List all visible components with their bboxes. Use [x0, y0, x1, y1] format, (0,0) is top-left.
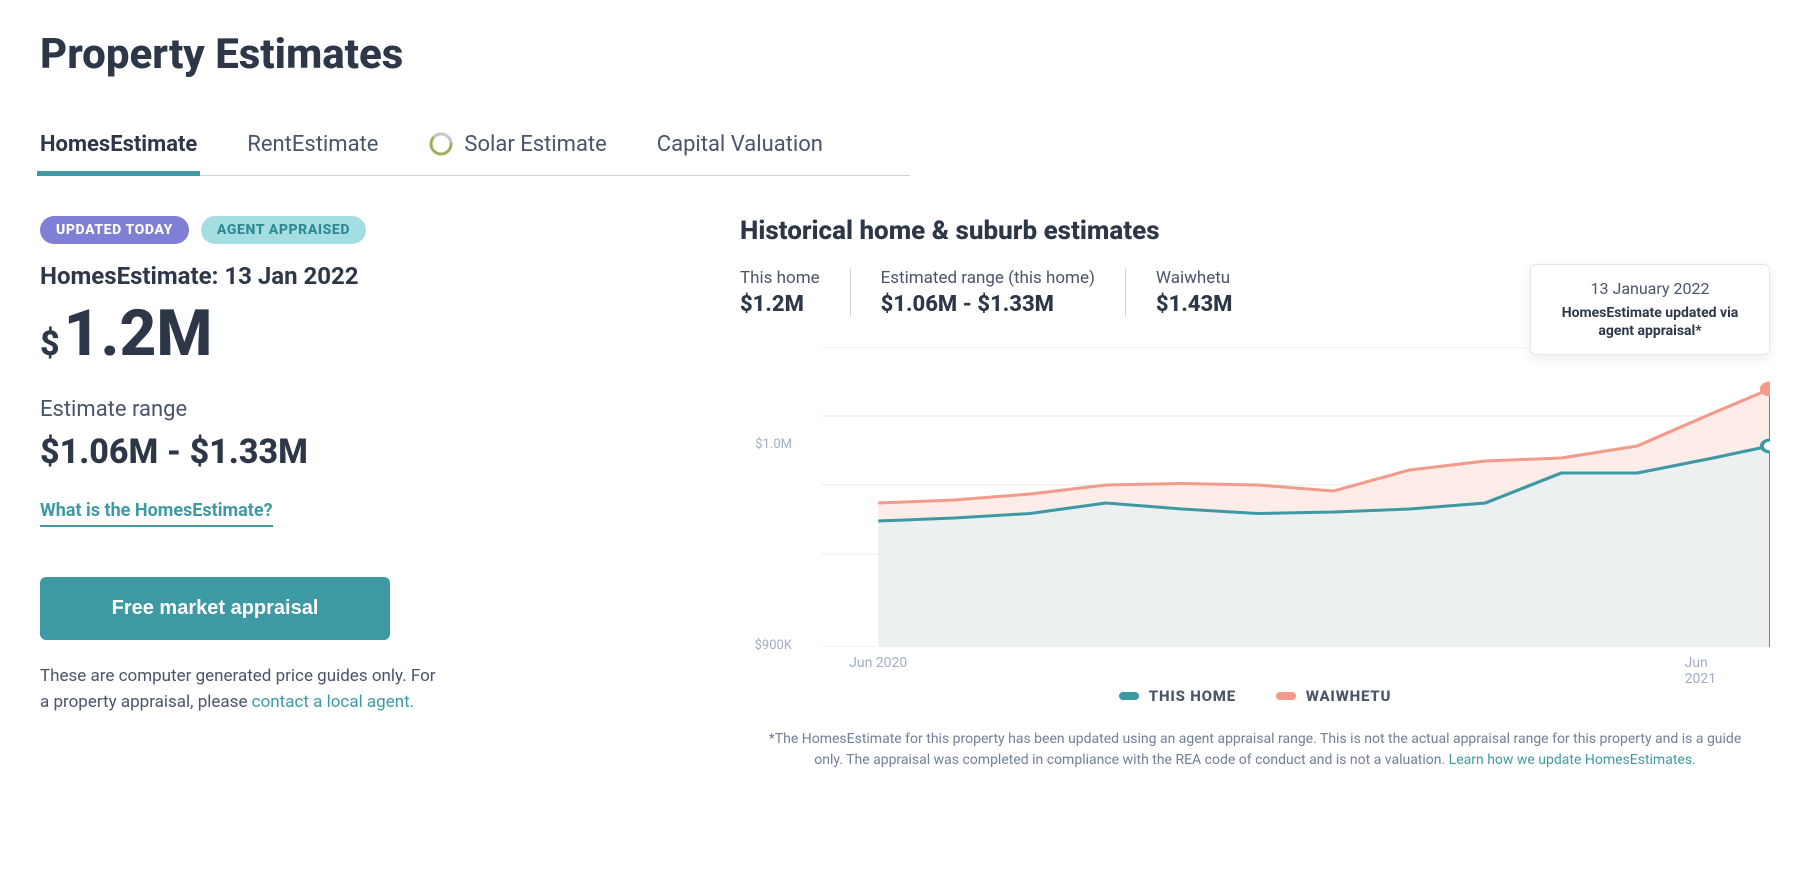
content-row: UPDATED TODAY AGENT APPRAISED HomesEstim… [40, 216, 1770, 771]
stat-value: $1.43M [1156, 292, 1233, 317]
chart-svg [740, 347, 1770, 647]
tab-label: Capital Valuation [657, 132, 823, 157]
x-axis-label: Jun 2021 [1685, 655, 1742, 687]
tabs-bar: HomesEstimate RentEstimate Solar Estimate C… [40, 119, 910, 176]
footnote-link[interactable]: Learn how we update HomesEstimates. [1449, 752, 1696, 768]
tab-label: RentEstimate [247, 132, 378, 157]
estimate-number: 1.2M [64, 296, 213, 371]
tab-label: Solar Estimate [464, 132, 606, 157]
tab-solar[interactable]: Solar Estimate [428, 119, 606, 175]
tab-rent[interactable]: RentEstimate [247, 119, 378, 175]
stat-block: Waiwhetu $1.43M [1156, 268, 1263, 317]
range-label: Estimate range [40, 397, 680, 422]
badges-row: UPDATED TODAY AGENT APPRAISED [40, 216, 680, 244]
chart-tooltip: 13 January 2022 HomesEstimate updated vi… [1530, 264, 1770, 355]
stat-label: This home [740, 268, 820, 288]
stat-value: $1.2M [740, 292, 820, 317]
contact-agent-link[interactable]: contact a local agent. [252, 692, 415, 712]
left-column: UPDATED TODAY AGENT APPRAISED HomesEstim… [40, 216, 680, 771]
y-axis-label: $1.0M [755, 437, 792, 452]
x-axis-label: Jun 2020 [849, 655, 907, 671]
free-appraisal-button[interactable]: Free market appraisal [40, 577, 390, 640]
stat-block: This home $1.2M [740, 268, 851, 317]
tooltip-text: HomesEstimate updated via agent appraisa… [1551, 304, 1749, 340]
tooltip-date: 13 January 2022 [1551, 279, 1749, 298]
disclaimer-text: These are computer generated price guide… [40, 664, 440, 715]
legend-label: WAIWHETU [1306, 687, 1391, 705]
chart-area: $1.0M$900KJun 2020Jun 2021 [740, 347, 1770, 647]
stat-label: Waiwhetu [1156, 268, 1233, 288]
stat-label: Estimated range (this home) [881, 268, 1095, 288]
stat-block: Estimated range (this home) $1.06M - $1.3… [881, 268, 1126, 317]
chart-legend: THIS HOME WAIWHETU [740, 687, 1770, 705]
range-value: $1.06M - $1.33M [40, 432, 680, 472]
y-axis-label: $900K [755, 638, 792, 653]
page-title: Property Estimates [40, 30, 1770, 79]
right-column: Historical home & suburb estimates This … [740, 216, 1770, 771]
stat-value: $1.06M - $1.33M [881, 292, 1095, 317]
legend-swatch [1119, 692, 1139, 700]
tab-label: HomesEstimate [40, 132, 197, 157]
solar-icon [428, 131, 454, 157]
legend-swatch [1276, 692, 1296, 700]
legend-item: THIS HOME [1119, 687, 1236, 705]
estimate-value: $ 1.2M [40, 296, 680, 371]
currency-symbol: $ [40, 324, 60, 364]
chart-title: Historical home & suburb estimates [740, 216, 1770, 246]
legend-label: THIS HOME [1149, 687, 1236, 705]
legend-item: WAIWHETU [1276, 687, 1391, 705]
agent-appraised-badge: AGENT APPRAISED [201, 216, 366, 244]
chart-footnote: *The HomesEstimate for this property has… [740, 729, 1770, 771]
updated-badge: UPDATED TODAY [40, 216, 189, 244]
tab-capital[interactable]: Capital Valuation [657, 119, 823, 175]
estimate-date: HomesEstimate: 13 Jan 2022 [40, 262, 680, 290]
homesestimate-help-link[interactable]: What is the HomesEstimate? [40, 500, 273, 527]
tab-homes[interactable]: HomesEstimate [40, 119, 197, 175]
